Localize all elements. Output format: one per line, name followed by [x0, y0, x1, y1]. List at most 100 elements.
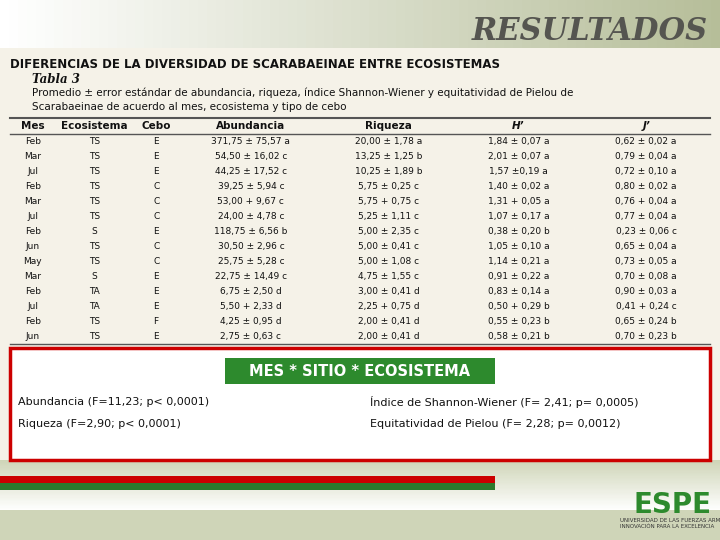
- Text: 0,79 ± 0,04 a: 0,79 ± 0,04 a: [616, 152, 677, 161]
- Bar: [117, 0, 126, 48]
- Text: C: C: [153, 182, 159, 191]
- Text: 39,25 ± 5,94 c: 39,25 ± 5,94 c: [217, 182, 284, 191]
- Bar: [0, 484, 720, 485]
- Text: S: S: [91, 272, 97, 281]
- Text: 0,50 + 0,29 b: 0,50 + 0,29 b: [487, 302, 549, 311]
- Bar: [549, 0, 558, 48]
- Bar: [576, 0, 585, 48]
- Bar: [414, 0, 423, 48]
- Bar: [450, 0, 459, 48]
- Text: TS: TS: [89, 152, 100, 161]
- Bar: [0, 503, 720, 504]
- Text: 0,70 ± 0,08 a: 0,70 ± 0,08 a: [616, 272, 677, 281]
- Text: 30,50 ± 2,96 c: 30,50 ± 2,96 c: [217, 242, 284, 251]
- Bar: [162, 0, 171, 48]
- Text: TS: TS: [89, 197, 100, 206]
- Text: Abundancia: Abundancia: [216, 121, 286, 131]
- Bar: [144, 0, 153, 48]
- Text: ESPE: ESPE: [634, 491, 712, 519]
- Text: 5,75 ± 0,25 c: 5,75 ± 0,25 c: [359, 182, 419, 191]
- Bar: [585, 0, 594, 48]
- Bar: [126, 0, 135, 48]
- Text: Tabla 3: Tabla 3: [32, 73, 80, 86]
- Bar: [495, 0, 504, 48]
- Bar: [0, 505, 720, 507]
- Text: Feb: Feb: [24, 287, 40, 296]
- Text: Feb: Feb: [24, 317, 40, 326]
- Bar: [189, 0, 198, 48]
- Bar: [0, 509, 720, 510]
- Text: 0,72 ± 0,10 a: 0,72 ± 0,10 a: [616, 167, 677, 176]
- Text: C: C: [153, 242, 159, 251]
- Bar: [0, 476, 720, 477]
- Bar: [108, 0, 117, 48]
- Bar: [0, 475, 720, 476]
- Bar: [0, 491, 720, 492]
- Bar: [684, 0, 693, 48]
- Text: 371,75 ± 75,57 a: 371,75 ± 75,57 a: [212, 137, 290, 146]
- Text: Mes: Mes: [21, 121, 45, 131]
- Text: E: E: [153, 167, 159, 176]
- Text: Feb: Feb: [24, 137, 40, 146]
- Text: Cebo: Cebo: [141, 121, 171, 131]
- Text: 3,00 ± 0,41 d: 3,00 ± 0,41 d: [358, 287, 420, 296]
- Text: 4,75 ± 1,55 c: 4,75 ± 1,55 c: [359, 272, 419, 281]
- Bar: [225, 358, 495, 384]
- Bar: [342, 0, 351, 48]
- Bar: [369, 0, 378, 48]
- Text: Jun: Jun: [26, 332, 40, 341]
- Text: 0,91 ± 0,22 a: 0,91 ± 0,22 a: [488, 272, 549, 281]
- Bar: [0, 470, 720, 471]
- Bar: [0, 501, 720, 503]
- Bar: [621, 0, 630, 48]
- Bar: [666, 0, 675, 48]
- Bar: [36, 0, 45, 48]
- Text: 0,76 + 0,04 a: 0,76 + 0,04 a: [616, 197, 677, 206]
- Bar: [0, 507, 720, 508]
- Bar: [81, 0, 90, 48]
- Bar: [522, 0, 531, 48]
- Bar: [171, 0, 180, 48]
- Bar: [0, 508, 720, 509]
- Bar: [0, 481, 720, 483]
- Bar: [45, 0, 54, 48]
- Text: 0,38 ± 0,20 b: 0,38 ± 0,20 b: [487, 227, 549, 236]
- Bar: [603, 0, 612, 48]
- Text: 1,40 ± 0,02 a: 1,40 ± 0,02 a: [488, 182, 549, 191]
- Bar: [207, 0, 216, 48]
- Text: 0,73 ± 0,05 a: 0,73 ± 0,05 a: [616, 257, 677, 266]
- Bar: [486, 0, 495, 48]
- Bar: [0, 477, 720, 479]
- Text: TS: TS: [89, 167, 100, 176]
- Bar: [0, 489, 720, 490]
- Bar: [0, 464, 720, 465]
- Text: 0,90 ± 0,03 a: 0,90 ± 0,03 a: [616, 287, 677, 296]
- Bar: [0, 496, 720, 497]
- Text: 1,14 ± 0,21 a: 1,14 ± 0,21 a: [488, 257, 549, 266]
- Text: UNIVERSIDAD DE LAS FUERZAS ARMADAS: UNIVERSIDAD DE LAS FUERZAS ARMADAS: [620, 517, 720, 523]
- Bar: [396, 0, 405, 48]
- Text: 5,25 ± 1,11 c: 5,25 ± 1,11 c: [359, 212, 419, 221]
- Text: E: E: [153, 302, 159, 311]
- Bar: [234, 0, 243, 48]
- Text: E: E: [153, 332, 159, 341]
- Text: 0,83 ± 0,14 a: 0,83 ± 0,14 a: [487, 287, 549, 296]
- Text: 2,00 ± 0,41 d: 2,00 ± 0,41 d: [358, 332, 420, 341]
- Text: S: S: [91, 227, 97, 236]
- Text: TS: TS: [89, 137, 100, 146]
- Text: TS: TS: [89, 317, 100, 326]
- Bar: [432, 0, 441, 48]
- Bar: [558, 0, 567, 48]
- Text: 0,23 ± 0,06 c: 0,23 ± 0,06 c: [616, 227, 677, 236]
- Text: 24,00 ± 4,78 c: 24,00 ± 4,78 c: [217, 212, 284, 221]
- Text: 53,00 + 9,67 c: 53,00 + 9,67 c: [217, 197, 284, 206]
- Text: Equitatividad de Pielou (F= 2,28; p= 0,0012): Equitatividad de Pielou (F= 2,28; p= 0,0…: [370, 419, 621, 429]
- Bar: [648, 0, 657, 48]
- Bar: [0, 483, 495, 490]
- Text: 22,75 ± 14,49 c: 22,75 ± 14,49 c: [215, 272, 287, 281]
- Bar: [0, 461, 720, 462]
- Text: Mar: Mar: [24, 152, 41, 161]
- Text: 54,50 ± 16,02 c: 54,50 ± 16,02 c: [215, 152, 287, 161]
- Bar: [630, 0, 639, 48]
- Bar: [0, 500, 720, 501]
